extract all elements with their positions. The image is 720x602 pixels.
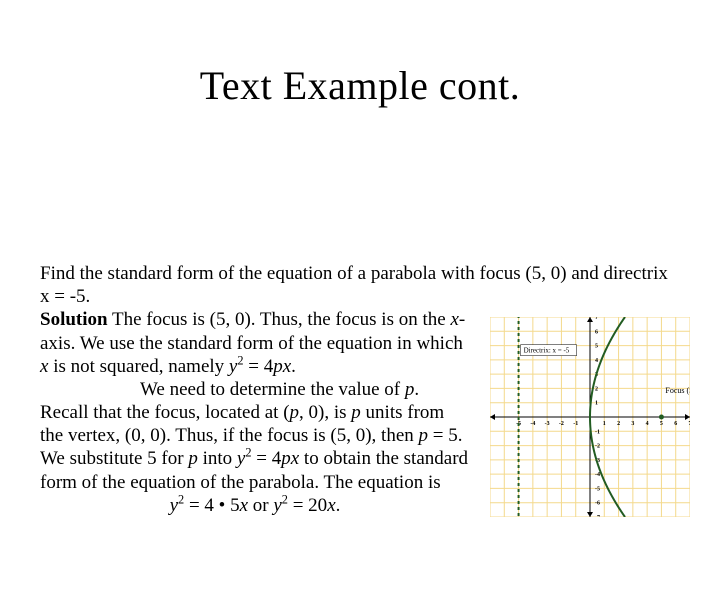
svg-text:1: 1 <box>595 401 598 407</box>
svg-text:-2: -2 <box>595 444 600 450</box>
svg-text:5: 5 <box>595 344 598 350</box>
page-title: Text Example cont. <box>0 62 720 109</box>
eq2-x: x <box>291 448 299 469</box>
svg-text:6: 6 <box>674 421 677 427</box>
svg-text:3: 3 <box>631 421 634 427</box>
svg-text:-4: -4 <box>530 421 535 427</box>
svg-text:2: 2 <box>617 421 620 427</box>
svg-text:-3: -3 <box>545 421 550 427</box>
svg-text:-7: -7 <box>595 515 600 517</box>
svg-text:6: 6 <box>595 329 598 335</box>
sol-2a: We need to determine the value of <box>140 379 405 400</box>
svg-text:4: 4 <box>646 421 649 427</box>
fin-y1: y <box>170 495 178 516</box>
svg-text:-2: -2 <box>559 421 564 427</box>
fin-d: = 20 <box>288 495 327 516</box>
svg-text:7: 7 <box>689 421 691 427</box>
solution-para-2: We need to determine the value of p. Rec… <box>40 378 470 494</box>
fin-x1: x <box>240 495 248 516</box>
eq-p: p <box>273 356 283 377</box>
x-var: x <box>450 309 458 330</box>
svg-text:-5: -5 <box>595 486 600 492</box>
svg-text:Focus (5, 0): Focus (5, 0) <box>665 386 690 395</box>
fin-y2: y <box>273 495 281 516</box>
parabola-graph: -5-4-3-2-112345671234567-1-2-3-4-5-6-7Fo… <box>490 317 690 517</box>
p-1: p <box>405 379 415 400</box>
solution-block: Solution The focus is (5, 0). Thus, the … <box>40 308 470 378</box>
eq2-mid: = 4 <box>252 448 282 469</box>
p-2: p <box>290 402 300 423</box>
svg-text:4: 4 <box>595 358 598 364</box>
svg-text:-1: -1 <box>595 429 600 435</box>
eq-mid: = 4 <box>244 356 274 377</box>
eq2-p: p <box>281 448 291 469</box>
sol-1c: is not squared, namely <box>48 356 228 377</box>
svg-text:-1: -1 <box>573 421 578 427</box>
svg-text:7: 7 <box>595 317 598 321</box>
svg-text:Directrix: x = -5: Directrix: x = -5 <box>524 347 570 355</box>
p-4: p <box>419 425 429 446</box>
sol-2f: into <box>198 448 237 469</box>
fin-or: or <box>248 495 273 516</box>
p-5: p <box>188 448 198 469</box>
svg-text:2: 2 <box>595 386 598 392</box>
svg-text:1: 1 <box>603 421 606 427</box>
eq-period: . <box>291 356 296 377</box>
svg-text:-6: -6 <box>595 501 600 507</box>
problem-statement: Find the standard form of the equation o… <box>40 262 680 308</box>
fin-period: . <box>336 495 341 516</box>
sol-2c: , 0), is <box>299 402 351 423</box>
sol-1a: The focus is (5, 0). Thus, the focus is … <box>108 309 451 330</box>
fin-x2: x <box>327 495 335 516</box>
svg-text:5: 5 <box>660 421 663 427</box>
svg-text:-4: -4 <box>595 472 600 478</box>
solution-label: Solution <box>40 309 108 330</box>
fin-b: = 4 • 5 <box>184 495 239 516</box>
eq-x: x <box>283 356 291 377</box>
p-3: p <box>351 402 361 423</box>
final-equation: y2 = 4 • 5x or y2 = 20x. <box>40 494 470 517</box>
